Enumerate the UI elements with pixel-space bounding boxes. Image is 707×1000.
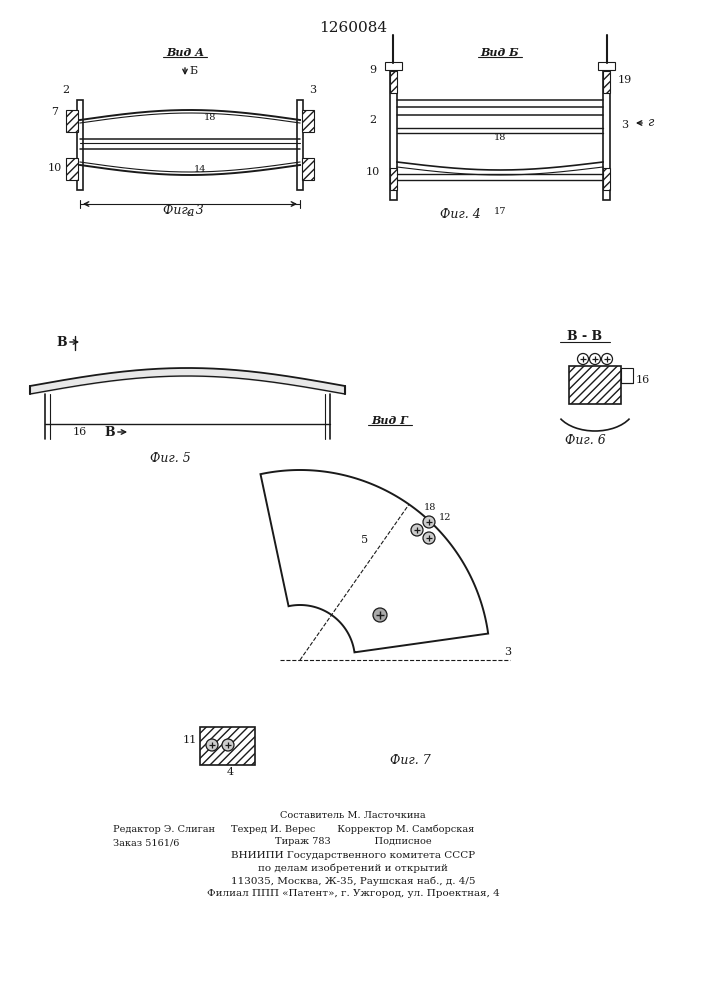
Bar xyxy=(390,71,397,93)
Text: Фиг. 6: Фиг. 6 xyxy=(565,434,605,446)
Text: 1260084: 1260084 xyxy=(319,21,387,35)
Text: Фиг. 3: Фиг. 3 xyxy=(163,204,204,217)
Text: 2: 2 xyxy=(370,115,377,125)
Text: 19: 19 xyxy=(618,75,632,85)
Text: Б: Б xyxy=(189,66,197,76)
Bar xyxy=(200,727,255,765)
Text: Заказ 5161/6: Заказ 5161/6 xyxy=(113,838,180,848)
Text: Вид Б: Вид Б xyxy=(481,46,520,57)
Text: 16: 16 xyxy=(73,427,87,437)
Text: Тираж 783              Подписное: Тираж 783 Подписное xyxy=(275,838,431,846)
Text: Филиал ППП «Патент», г. Ужгород, ул. Проектная, 4: Филиал ППП «Патент», г. Ужгород, ул. Про… xyxy=(206,890,499,898)
Text: 16: 16 xyxy=(636,375,650,385)
Bar xyxy=(603,65,610,200)
Text: В - В: В - В xyxy=(568,330,602,344)
Bar xyxy=(603,71,610,93)
Circle shape xyxy=(206,739,218,751)
Text: 18: 18 xyxy=(493,133,506,142)
Circle shape xyxy=(578,354,588,364)
Polygon shape xyxy=(260,470,488,652)
Text: 14: 14 xyxy=(194,165,206,174)
Bar xyxy=(390,168,397,190)
Text: Фиг. 5: Фиг. 5 xyxy=(150,452,190,464)
Bar xyxy=(603,168,610,190)
Circle shape xyxy=(411,524,423,536)
Text: 10: 10 xyxy=(48,163,62,173)
Text: ВНИИПИ Государственного комитета СССР: ВНИИПИ Государственного комитета СССР xyxy=(231,850,475,859)
Text: Составитель М. Ласточкина: Составитель М. Ласточкина xyxy=(280,812,426,820)
Text: 3: 3 xyxy=(621,120,629,130)
Text: Фиг. 4: Фиг. 4 xyxy=(440,208,480,221)
Text: 12: 12 xyxy=(439,514,451,522)
Bar xyxy=(66,158,78,180)
Bar xyxy=(297,100,303,190)
Text: Техред И. Верес       Корректор М. Самборская: Техред И. Верес Корректор М. Самборская xyxy=(231,824,474,834)
Bar xyxy=(390,65,397,200)
Text: 17: 17 xyxy=(493,208,506,217)
Bar xyxy=(621,368,633,383)
Text: Вид Г: Вид Г xyxy=(372,414,409,426)
Circle shape xyxy=(423,532,435,544)
Text: 3: 3 xyxy=(310,85,317,95)
Circle shape xyxy=(590,354,600,364)
Text: 2: 2 xyxy=(62,85,69,95)
Text: 18: 18 xyxy=(204,113,216,122)
Text: 11: 11 xyxy=(183,735,197,745)
Bar xyxy=(385,62,402,70)
Bar xyxy=(77,100,83,190)
Text: 18: 18 xyxy=(423,504,436,512)
Text: г: г xyxy=(647,116,653,129)
Circle shape xyxy=(222,739,234,751)
Text: 7: 7 xyxy=(52,107,59,117)
Circle shape xyxy=(423,516,435,528)
Text: 4: 4 xyxy=(226,767,233,777)
Text: Фиг. 7: Фиг. 7 xyxy=(390,754,431,766)
Bar xyxy=(302,158,314,180)
Circle shape xyxy=(602,354,612,364)
Circle shape xyxy=(373,608,387,622)
Text: В: В xyxy=(105,426,115,438)
Bar xyxy=(569,366,621,404)
Text: 113035, Москва, Ж-35, Раушская наб., д. 4/5: 113035, Москва, Ж-35, Раушская наб., д. … xyxy=(230,876,475,886)
Bar xyxy=(66,110,78,132)
Text: по делам изобретений и открытий: по делам изобретений и открытий xyxy=(258,863,448,873)
Text: Редактор Э. Слиган: Редактор Э. Слиган xyxy=(113,826,215,834)
Text: В: В xyxy=(57,336,67,349)
Bar xyxy=(302,110,314,132)
Text: 3: 3 xyxy=(504,647,512,657)
Text: 10: 10 xyxy=(366,167,380,177)
Text: 5: 5 xyxy=(361,535,368,545)
Bar xyxy=(598,62,615,70)
Text: a: a xyxy=(186,207,194,220)
Text: Вид А: Вид А xyxy=(166,46,204,57)
Text: 9: 9 xyxy=(370,65,377,75)
